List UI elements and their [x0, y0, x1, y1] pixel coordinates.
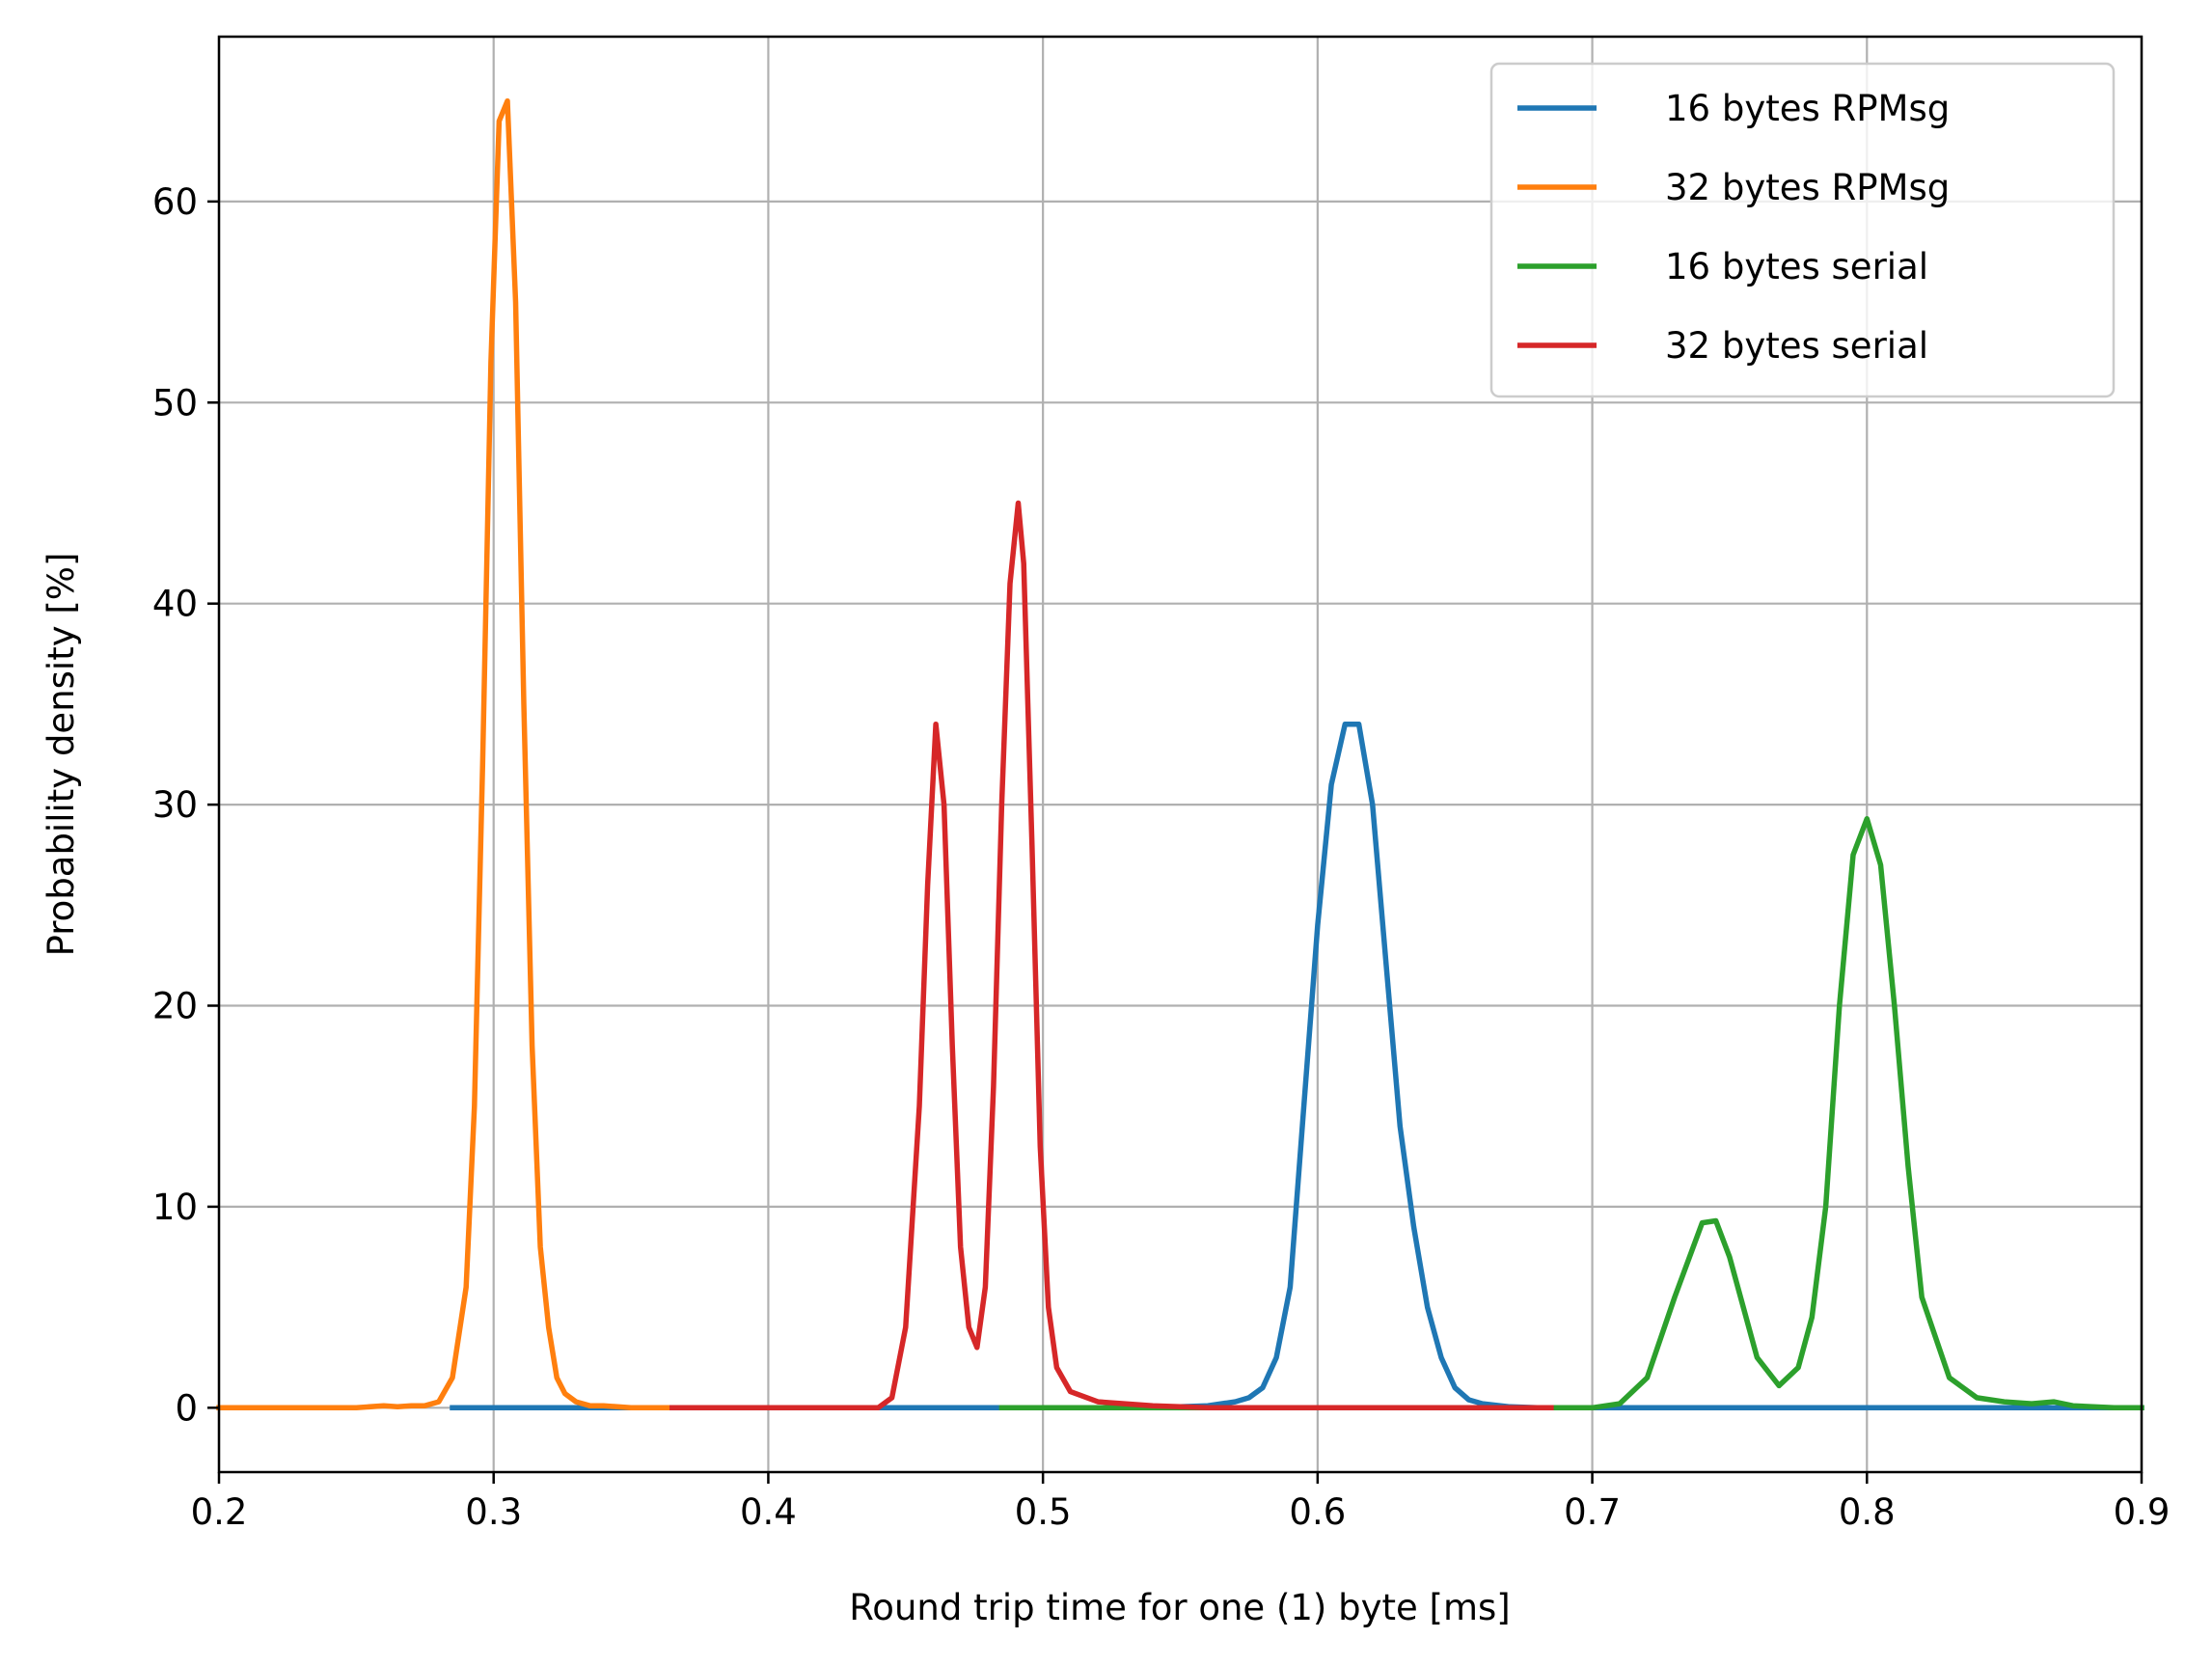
y-tick-label-4: 40 — [152, 584, 198, 625]
x-tick-label-6: 0.8 — [1839, 1491, 1896, 1533]
y-tick-label-6: 60 — [152, 181, 198, 223]
legend-box — [1489, 62, 2116, 398]
y-tick-label-5: 50 — [152, 382, 198, 423]
legend: 16 bytes RPMsg 32 bytes RPMsg 16 bytes ser… — [1489, 62, 2116, 398]
series-line-2 — [998, 815, 2144, 1411]
series-line-3 — [669, 500, 1554, 1411]
x-tick-label-5: 0.7 — [1564, 1491, 1621, 1533]
x-tick-label-4: 0.6 — [1289, 1491, 1346, 1533]
series-line-0 — [450, 721, 2144, 1411]
legend-label-2: 16 bytes serial — [1665, 246, 1928, 287]
legend-label-1: 32 bytes RPMsg — [1665, 167, 1950, 208]
x-tick-label-0: 0.2 — [191, 1491, 248, 1533]
x-tick-label-1: 0.3 — [465, 1491, 522, 1533]
x-tick-label-3: 0.5 — [1015, 1491, 1072, 1533]
x-tick-label-2: 0.4 — [740, 1491, 797, 1533]
x-axis-ticks: 0.2 0.3 0.4 0.5 0.6 0.7 0.8 0.9 — [191, 1472, 2171, 1533]
legend-label-3: 32 bytes serial — [1665, 325, 1928, 367]
y-tick-label-3: 30 — [152, 784, 198, 826]
series-lines — [216, 97, 2144, 1411]
series-line-1 — [216, 97, 675, 1411]
x-tick-label-7: 0.9 — [2114, 1491, 2171, 1533]
x-axis-label: Round trip time for one (1) byte [ms] — [849, 1587, 1510, 1628]
y-axis-ticks: 0 10 20 30 40 50 60 — [152, 181, 219, 1429]
y-tick-label-2: 20 — [152, 986, 198, 1027]
legend-label-0: 16 bytes RPMsg — [1665, 88, 1950, 129]
y-tick-label-1: 10 — [152, 1187, 198, 1228]
y-tick-label-0: 0 — [175, 1387, 198, 1429]
y-axis-label: Probability density [%] — [41, 553, 82, 957]
plot-frame — [217, 35, 2144, 1474]
